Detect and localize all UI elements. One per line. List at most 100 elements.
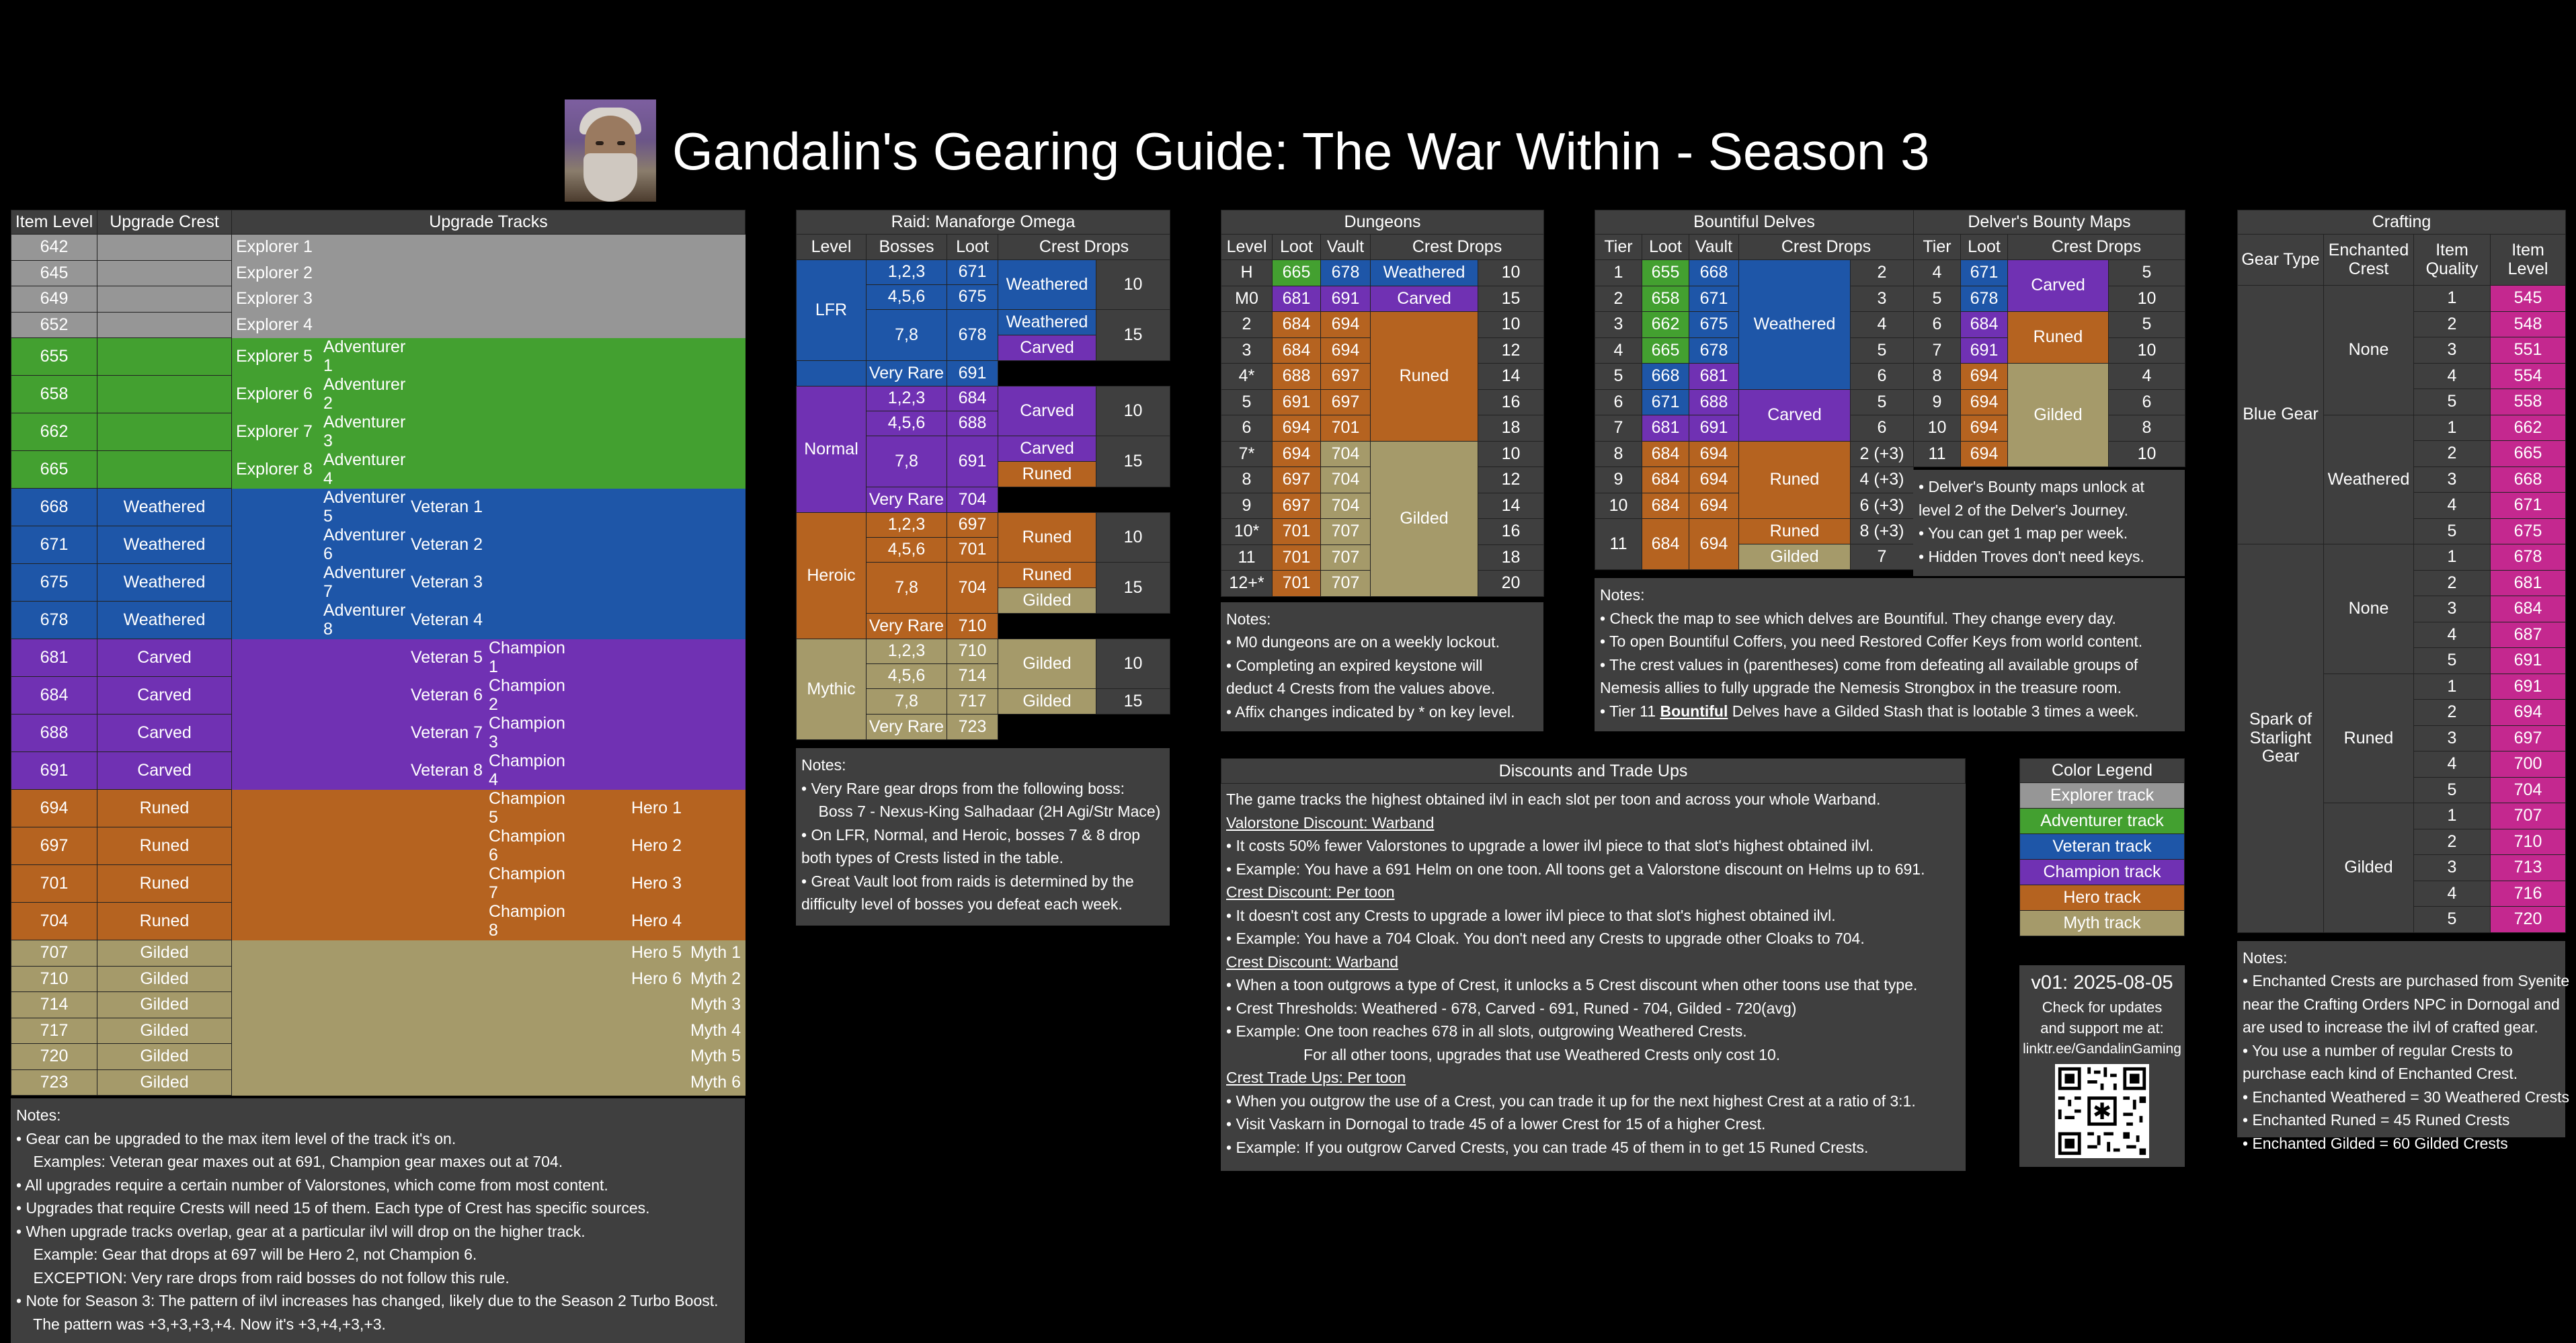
dungeons-col-loot: Loot — [1272, 234, 1321, 260]
track-cell: Myth 5 — [690, 1047, 741, 1065]
discount-line: • When you outgrow the use of a Crest, y… — [1226, 1092, 1916, 1110]
dungeon-crest-count: 18 — [1477, 415, 1545, 442]
delve-vault: 694 — [1689, 518, 1739, 570]
track-cell — [485, 338, 573, 376]
crafting-quality: 3 — [2413, 337, 2491, 364]
note-line: Notes: — [2243, 948, 2288, 967]
track-cell: Champion 3 — [489, 714, 565, 751]
raid-crest: Carved — [998, 335, 1096, 361]
note-line: • You use a number of regular Crests to — [2243, 1041, 2513, 1059]
track-cell — [573, 564, 688, 602]
raid-notes: Notes: • Very Rare gear drops from the fo… — [796, 748, 1170, 926]
upgrade-row: 704 Runed Champion 8 Hero 4 — [11, 902, 746, 940]
track-cell — [688, 312, 746, 338]
track-cell — [232, 602, 319, 639]
track-cell — [573, 752, 688, 790]
crafting-item-level: 665 — [2489, 440, 2567, 467]
track-cell — [688, 827, 746, 865]
crafting-row: 4 716 — [2238, 880, 2567, 907]
crafting-item-level: 700 — [2489, 751, 2567, 778]
crafting-item-level: 678 — [2489, 544, 2567, 571]
dungeon-level: 6 — [1221, 415, 1273, 442]
color-legend: Color Legend Explorer track Adventurer t… — [2019, 758, 2185, 936]
track-cell — [232, 752, 319, 790]
upgrade-crest — [97, 286, 232, 313]
upgrade-row: 691 Carved Veteran 8 Champion 4 — [11, 751, 746, 790]
item-level: 694 — [11, 789, 97, 827]
crafting-item-level: 671 — [2489, 492, 2567, 519]
delve-crest-count: 8 (+3) — [1849, 518, 1915, 544]
delve-row: 6 671 688 Carved 5 — [1595, 389, 1915, 442]
item-level: 665 — [11, 450, 97, 489]
support-link[interactable]: linktr.ee/GandalinGaming — [2023, 1041, 2181, 1057]
svg-text:✱: ✱ — [2093, 1098, 2111, 1125]
raid-crest: Runed — [998, 562, 1096, 588]
track-cell — [573, 1018, 688, 1044]
raid-loot: 723 — [947, 714, 998, 740]
note-line: are used to increase the ilvl of crafted… — [2243, 1018, 2538, 1036]
crafting-item-level: 713 — [2489, 854, 2567, 881]
note-line: The pattern was +3,+3,+3,+4. Now it's +3… — [16, 1315, 386, 1333]
upgrade-row: 707 Gilded Hero 5 Myth 1 — [11, 940, 746, 967]
note-line: • M0 dungeons are on a weekly lockout. — [1226, 633, 1500, 651]
note-line: Nemesis allies to fully upgrade the Neme… — [1600, 679, 2122, 696]
delve-row: 9 684 694 4 (+3) — [1595, 466, 1915, 493]
track-cell — [232, 790, 319, 827]
upgrade-crest — [97, 375, 232, 413]
track-cell — [407, 235, 485, 261]
upgrade-crest: Weathered — [97, 488, 232, 526]
raid-bosses: 7,8 — [866, 309, 947, 361]
delve-crest-count: 3 — [1849, 285, 1915, 312]
raid-loot: 697 — [947, 512, 998, 538]
track-cell — [688, 677, 746, 715]
upgrade-row: 671 Weathered Adventurer 6 Veteran 2 — [11, 526, 746, 564]
raid-crest-count: 15 — [1096, 309, 1170, 361]
dungeons-notes: Notes: • M0 dungeons are on a weekly lock… — [1221, 602, 1543, 731]
raid-bosses: 1,2,3 — [866, 512, 947, 538]
legend-myth: Myth track — [2019, 910, 2185, 936]
note-line: • Great Vault loot from raids is determi… — [801, 872, 1134, 890]
crafting-quality: 3 — [2413, 596, 2491, 622]
track-cell — [485, 489, 573, 526]
discount-heading: Crest Trade Ups: Per toon — [1226, 1069, 1406, 1086]
item-level: 704 — [11, 902, 97, 940]
version-line: Check for updates — [2042, 998, 2163, 1016]
track-cell — [232, 639, 319, 677]
crafting-quality: 4 — [2413, 362, 2491, 389]
item-level: 678 — [11, 601, 97, 639]
crafting-table: Crafting Gear Type Enchanted Crest Item … — [2237, 210, 2567, 933]
crafting-row: 5 720 — [2238, 906, 2567, 933]
version-box: v01: 2025-08-05 Check for updates and su… — [2019, 965, 2185, 1167]
upgrade-crest: Carved — [97, 639, 232, 677]
note-line: • Hidden Troves don't need keys. — [1919, 547, 2144, 565]
crafting-item-level: 704 — [2489, 776, 2567, 803]
track-cell: Veteran 7 — [411, 723, 483, 742]
track-cell — [319, 940, 407, 967]
dungeon-level: 11 — [1221, 544, 1273, 571]
raid-crest: Gilded — [998, 639, 1096, 689]
crafting-quality: 2 — [2413, 828, 2491, 855]
dungeon-vault: 678 — [1320, 259, 1371, 286]
legend-title: Color Legend — [2019, 758, 2185, 783]
crafting-item-level: 558 — [2489, 389, 2567, 415]
dungeon-row: 6 694 701 18 — [1221, 415, 1545, 442]
crafting-col-gear-type: Gear Type — [2237, 234, 2324, 286]
crafting-quality: 1 — [2413, 544, 2491, 571]
discount-line: • Example: You have a 691 Helm on one to… — [1226, 860, 1925, 878]
track-cell — [232, 677, 319, 715]
track-cell — [688, 413, 746, 451]
upgrade-row: 655 Explorer 5 Adventurer 1 — [11, 337, 746, 376]
version-label: v01: 2025-08-05 — [2031, 972, 2173, 993]
raid-col-crests: Crest Drops — [998, 234, 1170, 260]
track-cell — [319, 966, 407, 992]
delve-vault: 668 — [1689, 259, 1739, 286]
note-line: • Enchanted Weathered = 30 Weathered Cre… — [2243, 1088, 2570, 1106]
delve-crest-count: 2 (+3) — [1849, 440, 1915, 467]
track-cell: Hero 4 — [631, 911, 682, 930]
dungeon-loot: 684 — [1272, 311, 1321, 338]
delves-col-tier: Tier — [1595, 234, 1642, 260]
map-loot: 684 — [1960, 311, 2008, 338]
qr-code-icon[interactable]: ✱ — [2055, 1063, 2149, 1158]
crafting-item-level: 716 — [2489, 880, 2567, 907]
note-line: • Enchanted Gilded = 60 Gilded Crests — [2243, 1134, 2508, 1152]
